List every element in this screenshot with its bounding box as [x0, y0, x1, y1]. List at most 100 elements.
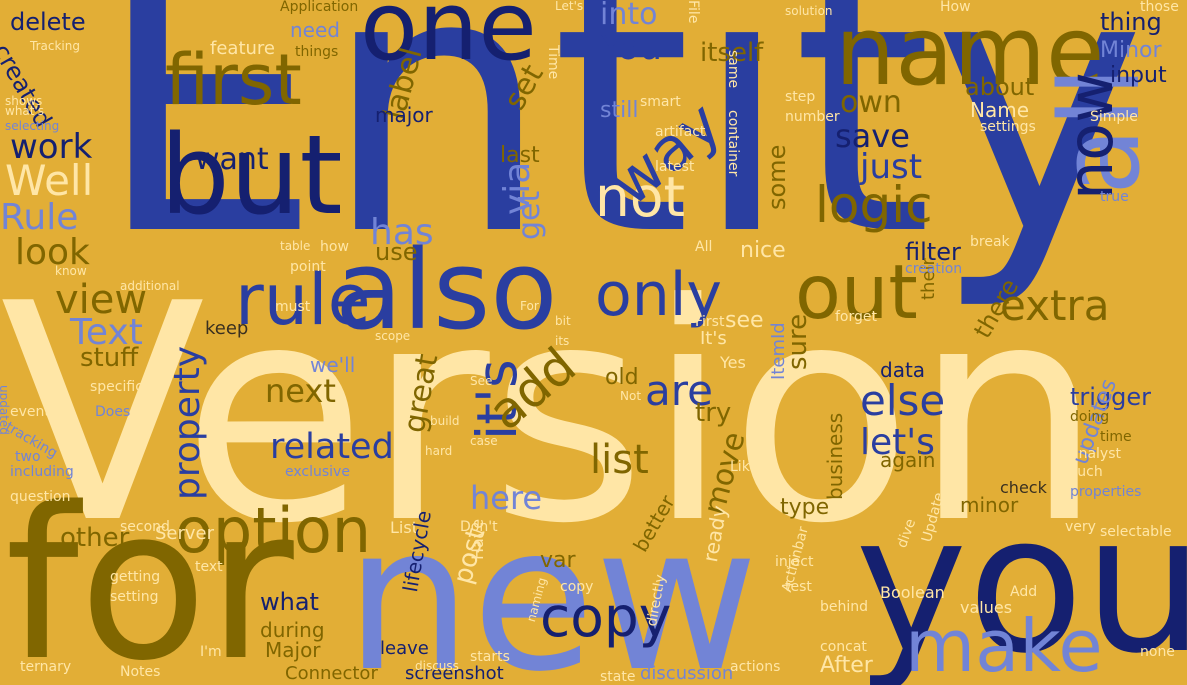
cloud-word: Time	[545, 45, 561, 80]
cloud-word: state	[600, 669, 636, 685]
cloud-word: selectable	[1100, 524, 1172, 540]
cloud-word: values	[960, 598, 1013, 617]
cloud-word: during	[260, 618, 325, 642]
cloud-word: File	[685, 0, 701, 24]
cloud-word: doing	[1070, 409, 1110, 425]
cloud-word: Version	[0, 240, 1104, 589]
cloud-word: property	[167, 345, 208, 500]
cloud-word: additional	[120, 279, 180, 293]
cloud-word: input	[1110, 63, 1167, 88]
cloud-word: hard	[425, 444, 453, 458]
cloud-word: work	[10, 127, 93, 167]
cloud-word: actions	[730, 659, 781, 675]
cloud-word: Like	[730, 459, 758, 475]
cloud-word: leave	[380, 638, 429, 659]
cloud-word: step	[785, 89, 816, 105]
cloud-word: nice	[740, 238, 786, 263]
cloud-word: view	[55, 277, 148, 323]
cloud-word: specific	[90, 379, 143, 395]
cloud-word: point	[290, 259, 326, 275]
cloud-word: logic	[815, 176, 933, 234]
cloud-word: Rule	[0, 197, 79, 238]
cloud-word: analyst	[1070, 446, 1121, 462]
cloud-word: number	[785, 109, 840, 125]
cloud-word: Text	[70, 312, 143, 353]
cloud-word: very	[1065, 519, 1096, 535]
cloud-word: we'll	[310, 353, 356, 377]
cloud-word: not	[595, 165, 686, 229]
cloud-word: name	[835, 0, 1105, 107]
cloud-word: Name	[970, 98, 1030, 122]
cloud-word: thing	[1100, 8, 1162, 36]
cloud-word: See	[470, 374, 493, 388]
cloud-word: option	[175, 494, 372, 567]
cloud-word: itself	[700, 38, 764, 68]
cloud-word: shows	[5, 94, 43, 108]
cloud-word: are	[645, 366, 713, 415]
cloud-word: Well	[5, 156, 94, 205]
cloud-word: same	[725, 50, 741, 89]
cloud-word: data	[880, 358, 926, 382]
cloud-word: into	[600, 0, 658, 32]
cloud-word: some	[763, 144, 791, 210]
cloud-word: minor	[960, 493, 1019, 517]
cloud-word: rule	[235, 259, 371, 341]
cloud-word: container	[725, 110, 741, 177]
cloud-word: stuff	[80, 343, 139, 373]
cloud-word: those	[1140, 0, 1179, 15]
cloud-word: here	[470, 479, 543, 517]
cloud-word: else	[860, 376, 946, 425]
cloud-word: try	[695, 398, 732, 428]
cloud-word: its	[555, 334, 570, 348]
cloud-word: none	[1140, 644, 1175, 660]
cloud-word: second	[120, 519, 170, 535]
cloud-word: updated	[0, 385, 11, 435]
cloud-word: copy	[560, 579, 594, 595]
cloud-word: also	[335, 226, 558, 354]
cloud-word: time	[1100, 429, 1132, 445]
cloud-word: first	[165, 39, 302, 121]
cloud-word: now	[1054, 72, 1127, 200]
cloud-word: business	[823, 412, 847, 500]
cloud-word: feature	[210, 38, 275, 59]
cloud-word: trigger	[1070, 383, 1152, 411]
cloud-word: last	[500, 143, 540, 168]
cloud-word: List	[390, 518, 418, 537]
cloud-word: screenshot	[405, 663, 504, 684]
cloud-word: All	[695, 239, 713, 255]
cloud-word: text	[195, 559, 223, 575]
cloud-word: artifact	[655, 124, 706, 140]
cloud-word: delete	[10, 8, 86, 36]
cloud-word: ItemId	[768, 322, 789, 380]
cloud-word: filter	[905, 238, 961, 266]
cloud-word: concat	[820, 639, 867, 655]
cloud-word: you	[855, 474, 1187, 685]
cloud-word: for	[5, 462, 294, 685]
cloud-word: Major	[265, 638, 321, 662]
cloud-word: event	[10, 404, 50, 420]
cloud-word: Entity	[95, 0, 1146, 314]
cloud-word: Not	[620, 389, 642, 403]
cloud-word: two	[15, 449, 41, 465]
cloud-word: Notes	[120, 664, 161, 680]
cloud-word: what	[260, 588, 319, 616]
cloud-word: solution	[785, 4, 833, 18]
cloud-word: ternary	[20, 659, 72, 675]
cloud-word: latest	[655, 159, 695, 175]
cloud-word: scope	[375, 329, 411, 343]
cloud-word: type	[780, 495, 830, 520]
cloud-word: Boolean	[880, 583, 945, 602]
cloud-word: need	[290, 18, 340, 42]
cloud-word: what's	[5, 104, 45, 118]
cloud-word: make	[905, 604, 1103, 685]
cloud-word: settings	[980, 119, 1036, 135]
cloud-word: Server	[155, 523, 215, 544]
cloud-word: true	[1100, 189, 1129, 205]
cloud-word: discuss	[415, 659, 459, 673]
cloud-word: behind	[820, 599, 869, 615]
cloud-word: Application	[280, 0, 359, 15]
cloud-word: know	[55, 264, 87, 278]
cloud-word: such	[1070, 464, 1103, 480]
cloud-word: selecting	[5, 119, 60, 133]
cloud-word: list	[590, 437, 649, 483]
